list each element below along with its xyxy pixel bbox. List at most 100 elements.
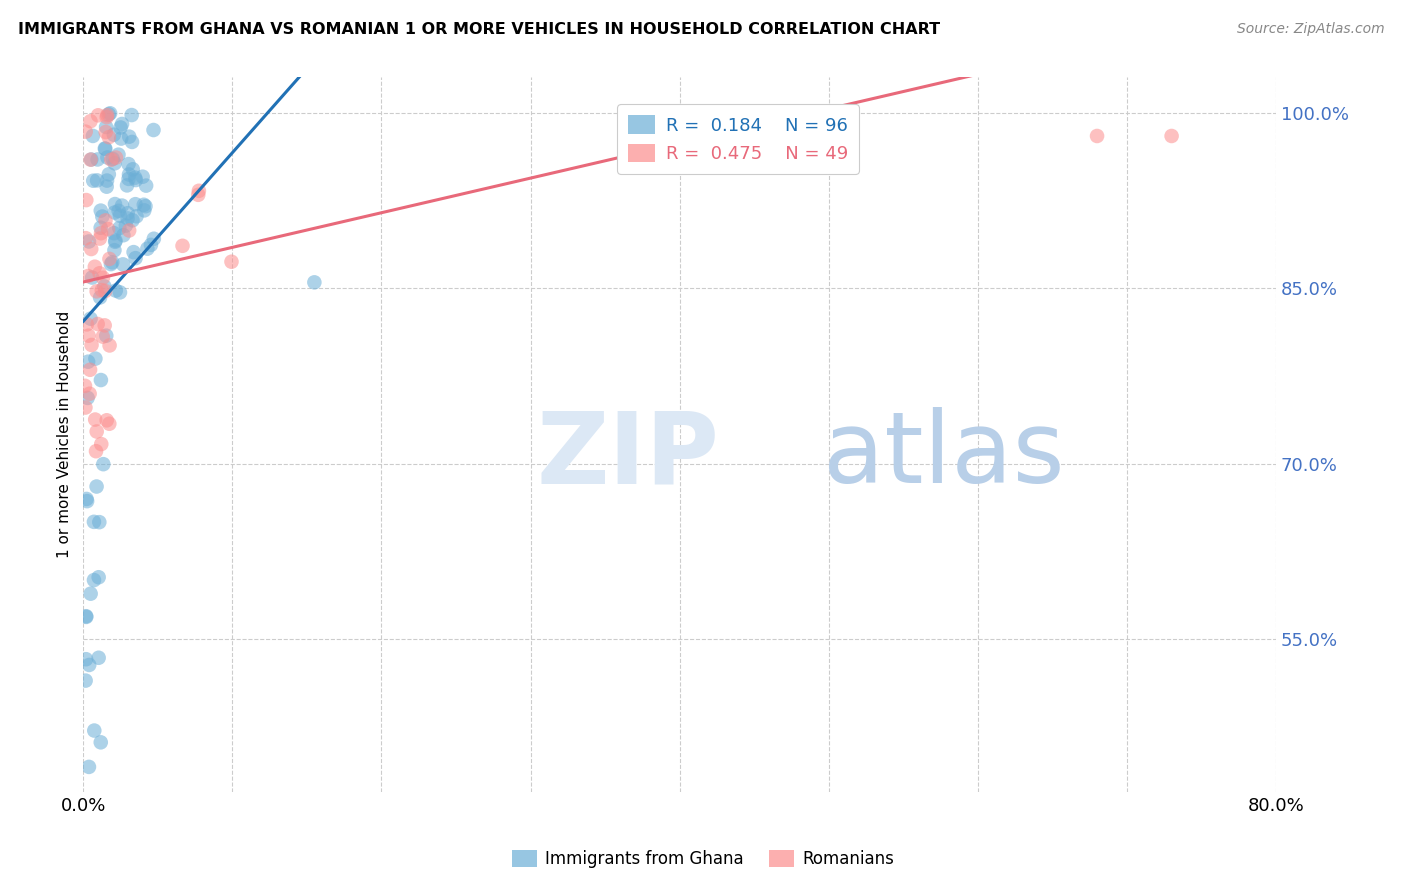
Point [125, 209, 148, 223]
Point [97, 222, 120, 236]
Point [104, 235, 127, 249]
Point [117, 172, 139, 186]
Point [96, 179, 118, 194]
Point [104, 205, 127, 219]
Point [107, 203, 129, 218]
Point [84, 444, 107, 458]
Point [96, 173, 118, 187]
Point [103, 244, 125, 258]
Point [131, 169, 153, 184]
Point [89, 231, 111, 245]
Point [86, 479, 108, 493]
Point [90, 226, 112, 240]
Point [77, 657, 100, 672]
Point [115, 219, 138, 233]
Point [101, 152, 124, 166]
Point [110, 131, 132, 145]
Point [304, 276, 326, 290]
Point [79, 114, 101, 128]
Point [77, 268, 100, 283]
Point [98, 252, 121, 266]
Point [187, 187, 209, 202]
Point [86, 317, 108, 331]
Point [134, 199, 156, 213]
Point [79, 363, 101, 377]
Point [87, 570, 110, 584]
Point [75, 401, 97, 415]
Point [134, 203, 156, 218]
Point [104, 284, 127, 298]
Point [96, 328, 118, 343]
Point [96, 413, 118, 427]
Point [100, 153, 122, 167]
Point [142, 232, 165, 246]
Point [77, 760, 100, 774]
Text: Source: ZipAtlas.com: Source: ZipAtlas.com [1237, 22, 1385, 37]
Point [90, 373, 112, 387]
Point [90, 220, 112, 235]
Point [86, 285, 108, 299]
Point [75, 193, 97, 207]
Point [83, 515, 105, 529]
Point [82, 174, 104, 188]
Point [79, 153, 101, 167]
Point [80, 338, 103, 352]
Point [111, 198, 134, 212]
Point [172, 239, 194, 253]
Point [121, 108, 143, 122]
Point [104, 234, 127, 248]
Point [136, 242, 159, 256]
Point [90, 735, 112, 749]
Point [124, 251, 146, 265]
Point [122, 245, 145, 260]
Text: IMMIGRANTS FROM GHANA VS ROMANIAN 1 OR MORE VEHICLES IN HOUSEHOLD CORRELATION CH: IMMIGRANTS FROM GHANA VS ROMANIAN 1 OR M… [18, 22, 941, 37]
Point [110, 120, 132, 135]
Point [75, 231, 97, 245]
Point [73, 379, 96, 393]
Point [90, 283, 112, 297]
Text: atlas: atlas [823, 408, 1064, 505]
Point [108, 285, 131, 300]
Point [103, 128, 125, 142]
Point [108, 221, 131, 235]
Point [93, 318, 115, 333]
Point [94, 142, 117, 156]
Point [111, 117, 134, 131]
Point [94, 125, 117, 139]
Point [87, 108, 110, 122]
Point [1160, 128, 1182, 143]
Point [83, 260, 105, 274]
Point [89, 515, 111, 529]
Point [89, 290, 111, 304]
Point [94, 213, 117, 227]
Point [79, 587, 101, 601]
Point [75, 609, 97, 624]
Point [96, 108, 118, 122]
Point [91, 329, 114, 343]
Point [75, 652, 97, 666]
Point [121, 135, 143, 149]
Point [96, 110, 118, 124]
Point [101, 255, 124, 269]
Point [94, 120, 117, 134]
Point [79, 311, 101, 326]
Point [124, 170, 146, 185]
Point [1085, 128, 1108, 143]
Point [76, 391, 98, 405]
Point [104, 151, 127, 165]
Point [91, 457, 114, 471]
Point [83, 723, 105, 738]
Point [139, 238, 162, 252]
Point [80, 153, 103, 167]
Point [90, 437, 112, 451]
Point [89, 266, 111, 280]
Point [104, 156, 127, 170]
Point [77, 235, 100, 249]
Point [98, 338, 121, 352]
Point [103, 226, 125, 240]
Legend: Immigrants from Ghana, Romanians: Immigrants from Ghana, Romanians [505, 843, 901, 875]
Point [107, 147, 129, 161]
Point [93, 279, 115, 293]
Point [117, 157, 139, 171]
Point [84, 351, 107, 366]
